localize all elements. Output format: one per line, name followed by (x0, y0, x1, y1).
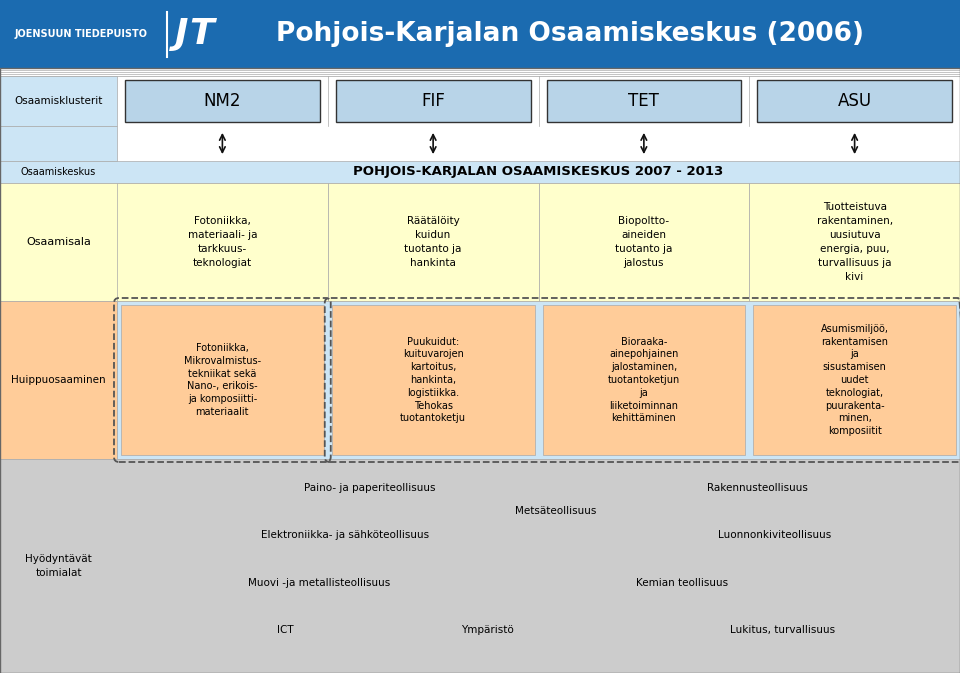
Bar (0, 68, 960, 70)
Bar (754, 305, 956, 455)
Bar (0, 459, 960, 673)
Text: FIF: FIF (421, 92, 445, 110)
Text: Metsäteollisuus: Metsäteollisuus (515, 506, 596, 516)
Text: Fotoniikka,
Mikrovalmistus-
tekniikat sekä
Nano-, erikois-
ja komposiitti-
mater: Fotoniikka, Mikrovalmistus- tekniikat se… (183, 343, 261, 417)
Bar (0, 70, 960, 72)
Bar (0, 68, 960, 76)
Bar (0, 76, 117, 126)
Text: J: J (175, 17, 188, 51)
Bar (757, 80, 952, 122)
Text: T: T (189, 17, 214, 51)
Text: Hyödyntävät
toimialat: Hyödyntävät toimialat (25, 554, 92, 578)
Text: Tuotteistuva
rakentaminen,
uusiutuva
energia, puu,
turvallisuus ja
kivi: Tuotteistuva rakentaminen, uusiutuva ene… (817, 202, 893, 282)
Text: Huippuosaaminen: Huippuosaaminen (12, 375, 106, 385)
Bar (0, 0, 960, 68)
Text: Ympäristö: Ympäristö (462, 625, 515, 635)
Text: TET: TET (629, 92, 660, 110)
Text: Pohjois-Karjalan Osaamiskeskus (2006): Pohjois-Karjalan Osaamiskeskus (2006) (276, 21, 864, 47)
Bar (117, 301, 960, 459)
Bar (542, 305, 745, 455)
Bar (749, 183, 960, 301)
Text: Lukitus, turvallisuus: Lukitus, turvallisuus (731, 625, 835, 635)
Bar (117, 183, 327, 301)
Text: Räätälöity
kuidun
tuotanto ja
hankinta: Räätälöity kuidun tuotanto ja hankinta (404, 216, 462, 268)
Text: Osaamisklusterit: Osaamisklusterit (14, 96, 103, 106)
Bar (0, 183, 960, 301)
Text: JOENSUUN TIEDEPUISTO: JOENSUUN TIEDEPUISTO (15, 29, 148, 39)
Text: Asumismiljöö,
rakentamisen
ja
sisustamisen
uudet
teknologiat,
puurakenta-
minen,: Asumismiljöö, rakentamisen ja sisustamis… (821, 324, 889, 436)
Text: Muovi -ja metallisteollisuus: Muovi -ja metallisteollisuus (249, 577, 391, 588)
Bar (0, 74, 960, 76)
Bar (336, 80, 531, 122)
Bar (0, 72, 960, 74)
Bar (0, 126, 960, 161)
Text: NM2: NM2 (204, 92, 241, 110)
Bar (0, 301, 117, 459)
Bar (0, 161, 960, 183)
Text: Osaamiskeskus: Osaamiskeskus (21, 167, 96, 177)
Bar (125, 80, 320, 122)
Bar (0, 68, 960, 673)
Text: Kemian teollisuus: Kemian teollisuus (636, 577, 728, 588)
Bar (0, 126, 117, 161)
Text: ICT: ICT (277, 625, 294, 635)
Bar (546, 80, 741, 122)
Bar (332, 305, 535, 455)
Text: ASU: ASU (837, 92, 872, 110)
Bar (121, 305, 324, 455)
Text: Fotoniikka,
materiaali- ja
tarkkuus-
teknologiat: Fotoniikka, materiaali- ja tarkkuus- tek… (187, 216, 257, 268)
Text: Paino- ja paperiteollisuus: Paino- ja paperiteollisuus (304, 483, 436, 493)
Text: Luonnonkiviteollisuus: Luonnonkiviteollisuus (718, 530, 831, 540)
Text: POHJOIS-KARJALAN OSAAMISKESKUS 2007 - 2013: POHJOIS-KARJALAN OSAAMISKESKUS 2007 - 20… (353, 166, 724, 178)
Text: Puukuidut:
kuituvarojen
kartoitus,
hankinta,
logistiikka.
Tehokas
tuotantoketju: Puukuidut: kuituvarojen kartoitus, hanki… (400, 336, 467, 423)
Bar (0, 76, 960, 126)
Text: Osaamisala: Osaamisala (26, 237, 91, 247)
Text: Biopoltto-
aineiden
tuotanto ja
jalostus: Biopoltto- aineiden tuotanto ja jalostus (615, 216, 673, 268)
Text: Elektroniikka- ja sähköteollisuus: Elektroniikka- ja sähköteollisuus (260, 530, 429, 540)
Bar (539, 183, 749, 301)
Text: Rakennusteollisuus: Rakennusteollisuus (708, 483, 808, 493)
Bar (327, 183, 539, 301)
Text: Bioraaka-
ainepohjainen
jalostaminen,
tuotantoketjun
ja
liiketoiminnan
kehittämi: Bioraaka- ainepohjainen jalostaminen, tu… (608, 336, 680, 423)
